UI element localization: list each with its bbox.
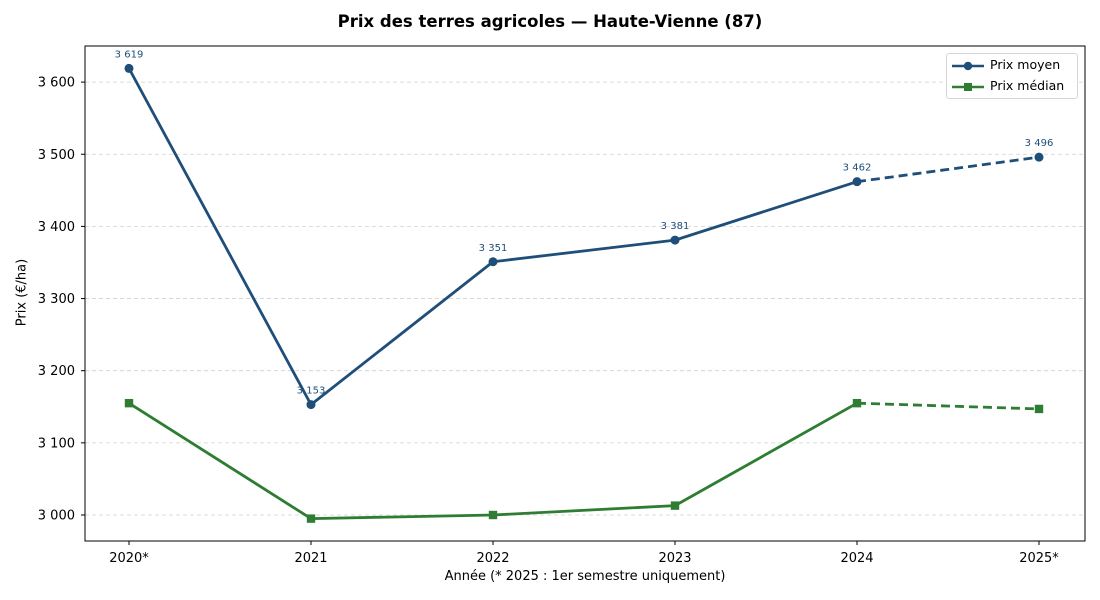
y-tick-label: 3 600 [38,76,75,91]
series-line-projected [856,401,1040,411]
data-label: 3 381 [661,221,690,232]
y-axis-label: Prix (€/ha) [14,258,30,327]
x-tick-label: 2021 [294,551,327,566]
legend-item-prix-moyen: Prix moyen [947,56,1077,76]
data-point [306,514,316,523]
series-line-projected [856,155,1040,184]
data-point [670,235,680,245]
data-point [306,400,316,410]
legend-item-prix-median: Prix médian [947,77,1077,97]
x-axis-ticks: 2020* 2021 2022 2023 2024 2025* [109,541,1059,566]
chart-title: Prix des terres agricoles — Haute-Vienne… [337,12,763,31]
y-tick-label: 3 000 [38,509,75,524]
y-tick-label: 3 400 [38,220,75,235]
data-point [852,398,862,408]
data-label: 3 496 [1025,138,1054,149]
series-line [127,67,858,407]
legend: Prix moyen Prix médian [946,53,1078,99]
legend-label: Prix moyen [990,57,1061,72]
x-tick-label: 2022 [476,551,509,566]
y-tick-label: 3 500 [38,148,75,163]
data-point [852,177,862,187]
square-marker-icon [952,83,984,91]
data-point [1034,152,1044,162]
x-tick-label: 2023 [658,551,691,566]
data-point [124,398,134,408]
data-labels: 3 619 3 153 3 351 3 381 3 462 3 496 [115,49,1054,396]
series-lines [124,63,1044,523]
x-axis-label: Année (* 2025 : 1er semestre uniquement) [444,569,726,584]
y-tick-label: 3 300 [38,292,75,307]
data-point [124,63,134,73]
data-point [488,257,498,267]
data-label: 3 462 [843,163,872,174]
x-tick-label: 2020* [109,551,149,566]
y-tick-label: 3 200 [38,364,75,379]
data-point [670,501,680,510]
gridlines [85,81,1085,516]
data-point [488,510,498,520]
circle-marker-icon [952,61,984,71]
series-line [128,401,858,521]
data-label: 3 351 [479,243,508,254]
data-label: 3 153 [297,386,326,397]
data-label: 3 619 [115,49,144,60]
x-tick-label: 2025* [1019,551,1059,566]
data-point [1034,404,1044,414]
y-axis-ticks: 3 000 3 100 3 200 3 300 3 400 3 500 3 600 [38,76,85,524]
plot-frame [84,45,1086,542]
x-tick-label: 2024 [840,551,873,566]
legend-label: Prix médian [990,78,1065,93]
y-tick-label: 3 100 [38,436,75,451]
